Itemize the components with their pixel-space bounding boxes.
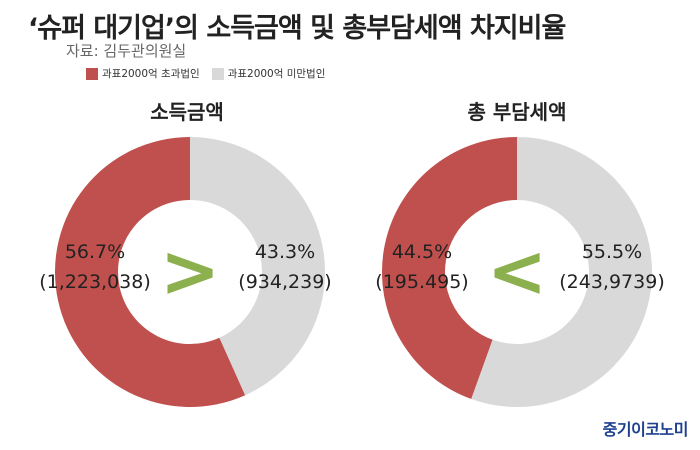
data-label-amount-income-under: (934,239): [238, 271, 331, 293]
data-label-percent-tax-under: 55.5%: [582, 241, 642, 263]
legend: 과표2000억 초과법인 과표2000억 미만법인: [86, 66, 331, 81]
data-label-percent-income-under: 43.3%: [255, 241, 315, 263]
donut-slice-tax-under: [471, 137, 653, 408]
donut-slice-income-over: [54, 137, 246, 408]
legend-item-under: 과표2000억 미만법인: [211, 66, 326, 81]
chart-title-tax: 총 부담세액: [467, 100, 567, 124]
brand-logo-text: 중기이코노미: [602, 420, 689, 439]
data-label-amount-income-over: (1,223,038): [39, 271, 151, 293]
legend-swatch-over: [86, 67, 98, 80]
chart-title-income: 소득금액: [150, 100, 224, 124]
legend-item-over: 과표2000억 초과법인: [86, 66, 200, 81]
data-label-amount-tax-under: (243,9739): [559, 271, 664, 293]
data-label-percent-income-over: 56.7%: [65, 241, 125, 263]
legend-label-under: 과표2000억 미만법인: [227, 68, 326, 80]
donut-slice-tax-over: [382, 137, 517, 400]
data-label-percent-tax-over: 44.5%: [392, 241, 452, 263]
donut-slice-income-under: [190, 137, 325, 396]
source-note: 자료: 김두관의원실: [66, 42, 187, 60]
page-title: ‘슈퍼 대기업’의 소득금액 및 총부담세액 차지비율: [28, 13, 566, 44]
comparison-symbol-income: >: [160, 229, 220, 313]
comparison-symbol-tax: <: [487, 229, 547, 313]
legend-label-over: 과표2000억 초과법인: [102, 68, 200, 80]
legend-swatch-under: [211, 67, 224, 80]
data-label-amount-tax-over: (195.495): [375, 271, 468, 293]
